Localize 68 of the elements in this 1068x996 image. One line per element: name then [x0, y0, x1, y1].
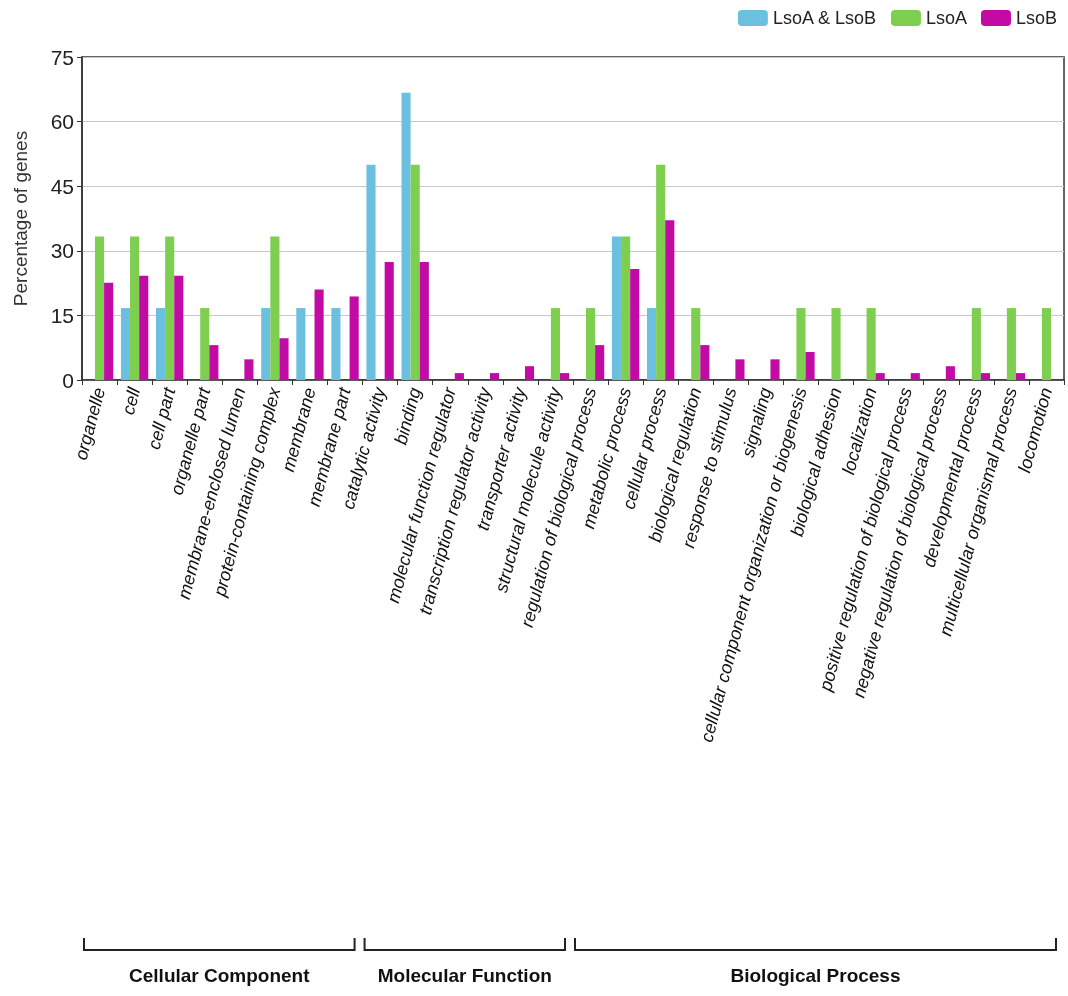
- bar: [1041, 308, 1052, 380]
- bar: [980, 373, 990, 380]
- bar: [200, 308, 210, 380]
- bar: [875, 373, 885, 380]
- bar: [595, 345, 605, 380]
- bar: [971, 308, 981, 380]
- bar: [560, 373, 570, 380]
- bar: [831, 308, 841, 380]
- bar: [349, 296, 359, 380]
- text: Cellular Component: [129, 964, 311, 986]
- y-tick-label: 0: [62, 368, 74, 392]
- bar: [331, 308, 341, 380]
- bar: [165, 236, 175, 380]
- bar: [314, 289, 324, 380]
- bar: [866, 308, 876, 380]
- bar: [656, 164, 666, 380]
- bar: [910, 373, 920, 380]
- bar: [1006, 308, 1016, 380]
- bar: [139, 275, 149, 380]
- bar: [691, 308, 701, 380]
- y-tick-label: 45: [50, 174, 74, 198]
- bar: [611, 236, 622, 380]
- bar: [945, 366, 955, 380]
- bar: [1015, 373, 1026, 380]
- bar: [366, 164, 376, 380]
- y-tick-label: 15: [50, 303, 74, 327]
- bar: [174, 275, 184, 380]
- bar: [261, 308, 271, 380]
- x-tick-label: binding: [390, 385, 425, 447]
- y-axis-title: Percentage of genes: [10, 130, 31, 307]
- bar: [489, 373, 499, 380]
- bar: [401, 92, 411, 380]
- bar: [550, 308, 561, 380]
- bar: [419, 262, 429, 380]
- x-tick-label: cell part: [143, 384, 180, 452]
- bar: [94, 236, 105, 380]
- bar: [454, 373, 464, 380]
- bar: [621, 236, 631, 380]
- bar: [524, 366, 535, 380]
- bar: [270, 236, 280, 380]
- bar: [770, 359, 780, 380]
- bar: [244, 359, 254, 380]
- bar: [700, 345, 710, 380]
- bar: [104, 282, 114, 380]
- bar: [630, 268, 640, 380]
- bar: [805, 352, 815, 380]
- bar: [384, 262, 394, 380]
- y-tick-label: 30: [50, 239, 74, 263]
- bar: [735, 359, 745, 380]
- y-tick-label: 60: [50, 110, 74, 134]
- bar: [796, 308, 806, 380]
- legend-label: LsoB: [1015, 8, 1057, 28]
- legend-label: LsoA: [925, 8, 967, 28]
- bar: [410, 164, 420, 380]
- bar: [647, 308, 657, 380]
- bar: [279, 338, 289, 380]
- bar: [130, 236, 140, 380]
- text: Molecular Function: [377, 964, 552, 986]
- bar: [296, 308, 306, 380]
- text: Biological Process: [730, 964, 901, 986]
- bar: [585, 308, 596, 380]
- bar: [120, 308, 131, 380]
- y-tick-label: 75: [50, 45, 74, 69]
- x-tick-label: cell: [117, 384, 145, 417]
- bar: [209, 345, 219, 380]
- bar: [156, 308, 166, 380]
- legend-label: LsoA & LsoB: [772, 8, 876, 28]
- bar: [665, 220, 675, 380]
